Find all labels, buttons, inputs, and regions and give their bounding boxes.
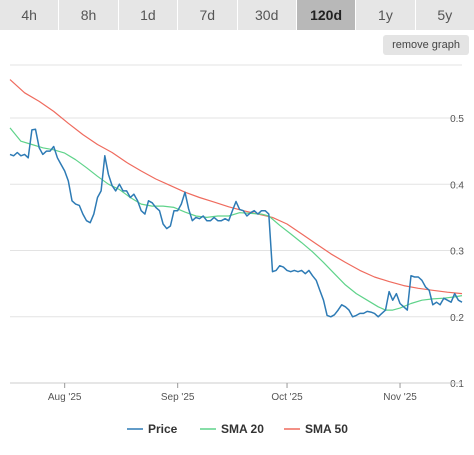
tab-7d[interactable]: 7d [178, 0, 238, 30]
legend: Price SMA 20 SMA 50 [127, 422, 348, 436]
legend-label: SMA 50 [305, 422, 348, 436]
tab-5y[interactable]: 5y [415, 0, 474, 30]
tab-30d[interactable]: 30d [237, 0, 297, 30]
y-tick-label: 0.5 [450, 114, 464, 125]
series [9, 79, 463, 318]
timeframe-tabs: 4h 8h 1d 7d 30d 120d 1y 5y [0, 0, 474, 30]
grid [10, 64, 462, 384]
series-line-sma-50 [9, 79, 463, 295]
axes: 0.5 0.4 0.3 0.2 0.1 Aug '25 Sep '25 Oct '25 Nov … [10, 114, 464, 403]
y-tick-label: 0.3 [450, 247, 464, 258]
tab-120d[interactable]: 120d [296, 0, 357, 30]
tab-8h[interactable]: 8h [59, 0, 119, 30]
legend-label: SMA 20 [221, 422, 264, 436]
y-tick-label: 0.2 [450, 313, 464, 324]
x-tick-label: Sep '25 [161, 392, 195, 403]
x-tick-label: Oct '25 [271, 392, 303, 403]
x-tick-label: Nov '25 [383, 392, 417, 403]
remove-graph-button[interactable]: remove graph [383, 35, 469, 55]
y-tick-label: 0.4 [450, 180, 464, 191]
tab-1y[interactable]: 1y [356, 0, 416, 30]
tab-1d[interactable]: 1d [118, 0, 179, 30]
legend-label: Price [148, 422, 178, 436]
y-tick-label: 0.1 [450, 379, 464, 390]
series-line-price [9, 128, 463, 318]
x-tick-label: Aug '25 [48, 392, 82, 403]
tab-4h[interactable]: 4h [0, 0, 60, 30]
